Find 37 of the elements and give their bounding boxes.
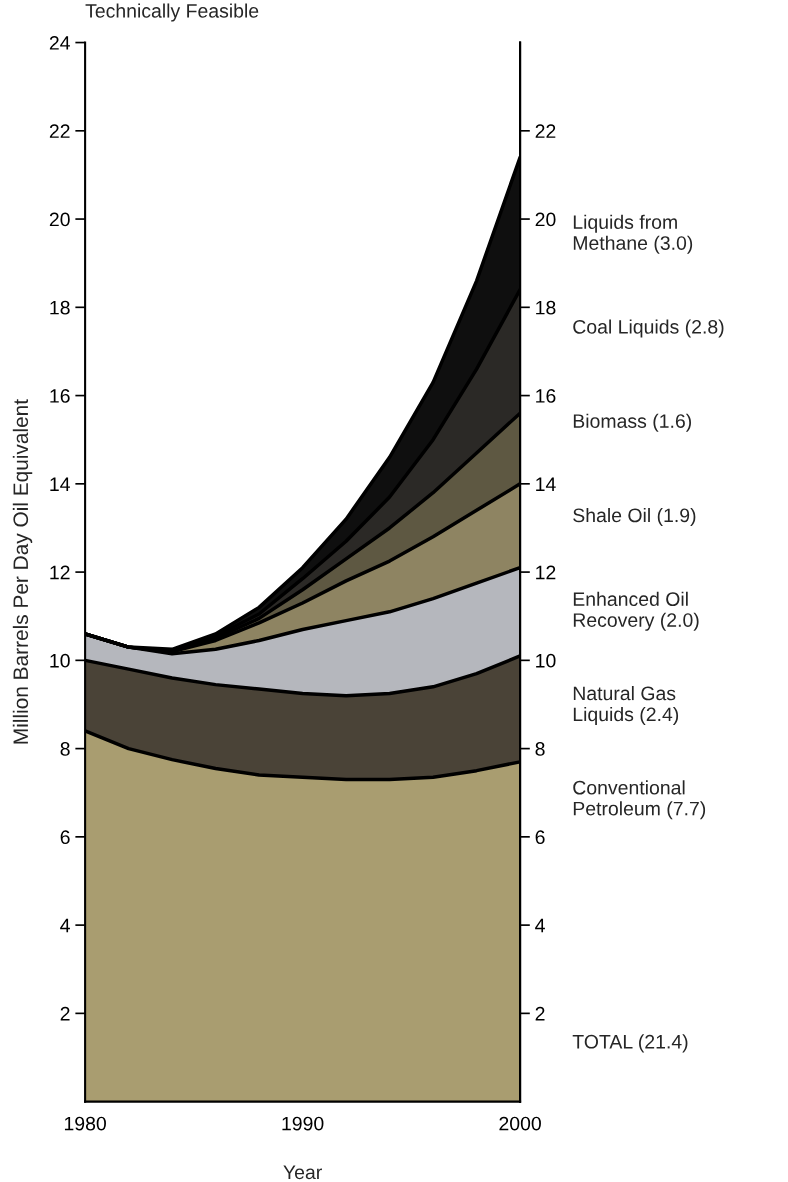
x-tick-label: 1990 (282, 1116, 324, 1131)
y2-tick-label: 10 (536, 653, 556, 668)
y2-tick-label: 16 (536, 389, 556, 403)
y2-tick-label: 20 (535, 212, 556, 227)
text: Natural Gas Liquids (2.4) (573, 686, 679, 726)
text: Biomass (1.6) (573, 413, 692, 432)
y-tick-label: 22 (49, 124, 70, 138)
text: Conventional Petroleum (7.7) (573, 780, 706, 820)
x-tick-label: 2000 (499, 1116, 541, 1131)
y2-tick-label: 22 (535, 124, 556, 138)
y-tick-label: 20 (49, 212, 70, 227)
y2-tick-label: 18 (536, 300, 556, 315)
text: Coal Liquids (2.8) (573, 319, 724, 338)
y-tick-label: 4 (60, 918, 70, 933)
text: Enhanced Oil Recovery (2.0) (573, 591, 699, 631)
y-tick-label: 10 (50, 653, 70, 668)
y-tick-label: 2 (60, 1006, 70, 1021)
y2-tick-label: 6 (535, 830, 545, 845)
y2-tick-label: 14 (536, 477, 556, 491)
y-tick-label: 8 (60, 742, 70, 756)
y-tick-label: 24 (49, 36, 70, 50)
x-tick-label: 1980 (64, 1116, 106, 1131)
text: TOTAL (21.4) (572, 1034, 688, 1053)
y-tick-label: 18 (50, 300, 70, 315)
y-tick-label: 6 (60, 830, 70, 845)
y2-tick-label: 2 (535, 1006, 545, 1021)
y-axis-title: Million Barrels Per Day Oil Equivalent (12, 399, 33, 744)
y2-tick-label: 4 (535, 918, 545, 933)
chart-title: Technically Feasible (85, 3, 259, 22)
y-tick-label: 14 (50, 477, 70, 491)
text: Liquids from Methane (3.0) (573, 214, 693, 254)
text: Shale Oil (1.9) (573, 507, 696, 527)
y2-tick-label: 12 (536, 565, 556, 580)
y-tick-label: 12 (50, 565, 70, 580)
y-tick-label: 16 (50, 389, 70, 403)
y2-tick-label: 8 (535, 742, 545, 756)
x-axis-title: Year (283, 1165, 322, 1180)
